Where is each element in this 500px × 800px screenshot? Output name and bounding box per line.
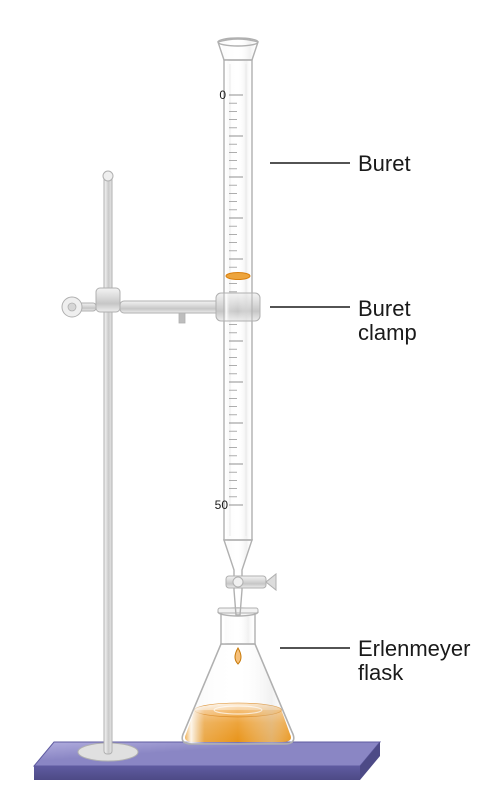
buret-mouth (218, 39, 258, 60)
titration-diagram: 0 50 Buret Buret clamp Erlenmeyer flask (0, 0, 500, 800)
buret-meniscus (226, 273, 250, 280)
label-clamp: Buret clamp (358, 297, 417, 345)
mark-0: 0 (219, 88, 226, 102)
mark-50: 50 (215, 498, 229, 512)
flask-neck (221, 612, 255, 644)
label-flask: Erlenmeyer flask (358, 637, 470, 685)
clamp-arm (120, 301, 222, 313)
label-buret: Buret (358, 152, 411, 176)
label-buret-text: Buret (358, 151, 411, 176)
base-front (34, 766, 360, 780)
label-flask-text: Erlenmeyer flask (358, 636, 470, 685)
stopcock (226, 576, 266, 588)
label-clamp-text: Buret clamp (358, 296, 417, 345)
boss-head (96, 288, 120, 312)
stand-rod (104, 176, 112, 754)
